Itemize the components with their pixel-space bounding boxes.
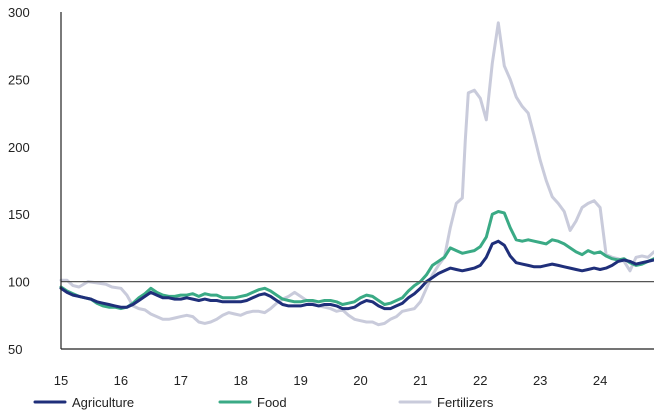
legend-item-agriculture: Agriculture (33, 395, 134, 410)
x-tick-label: 23 (533, 373, 547, 388)
y-tick-label: 300 (8, 5, 30, 20)
x-tick-label: 19 (293, 373, 307, 388)
legend-label: Food (257, 395, 287, 410)
x-tick-label: 17 (174, 373, 188, 388)
legend-item-food: Food (218, 395, 287, 410)
y-tick-label: 50 (8, 342, 22, 357)
x-tick-label: 21 (413, 373, 427, 388)
y-tick-label: 150 (8, 207, 30, 222)
legend-label: Agriculture (72, 395, 134, 410)
y-tick-label: 200 (8, 140, 30, 155)
y-tick-label: 100 (8, 275, 30, 290)
x-axis-tick-labels: 15 16 17 18 19 20 21 22 23 24 (54, 373, 608, 388)
y-axis-tick-labels: 50 100 150 200 250 300 (8, 5, 30, 357)
x-tick-label: 24 (593, 373, 607, 388)
series-line-agriculture (59, 239, 654, 311)
x-tick-label: 16 (114, 373, 128, 388)
legend: Agriculture Food Fertilizers (33, 395, 494, 410)
x-tick-label: 20 (353, 373, 367, 388)
y-tick-label: 250 (8, 72, 30, 87)
series-line-food (59, 210, 654, 311)
legend-item-fertilizers: Fertilizers (398, 395, 494, 410)
x-tick-label: 22 (473, 373, 487, 388)
x-tick-label: 18 (233, 373, 247, 388)
legend-label: Fertilizers (437, 395, 494, 410)
series-layer (59, 21, 654, 327)
x-tick-label: 15 (54, 373, 68, 388)
series-line-fertilizers (59, 21, 654, 327)
